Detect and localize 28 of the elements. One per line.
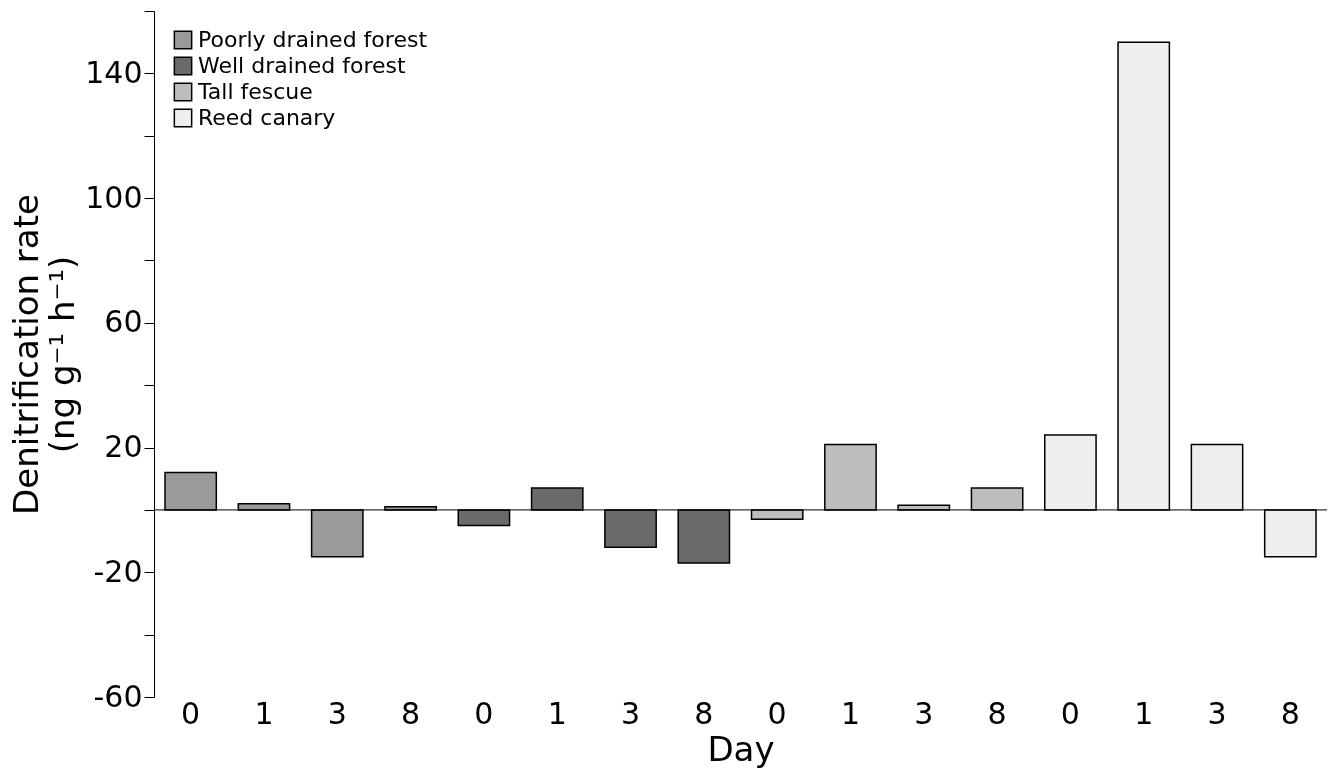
x-tick-label: 8 [1280,695,1300,731]
y-tick-label: 20 [104,429,143,465]
x-tick-label: 3 [914,695,934,731]
legend-label: Poorly drained forest [198,27,428,52]
y-tick-label: -20 [93,553,143,589]
x-tick-label: 3 [327,695,347,731]
x-tick-label: 3 [1207,695,1227,731]
x-tick-label: 1 [547,695,567,731]
x-tick-label: 8 [987,695,1007,731]
x-tick-label: 8 [401,695,421,731]
y-axis-title: Denitrification rate (ng g⁻¹ h⁻¹) [6,194,83,515]
legend-label: Reed canary [198,105,336,130]
x-tick-label: 0 [181,695,201,731]
x-tick-label: 3 [620,695,641,731]
y-tick-label: -60 [93,678,143,714]
legend-label: Well drained forest [198,53,407,78]
x-axis-title: Day [707,728,775,769]
x-tick-label: 0 [474,695,494,731]
x-tick-label: 0 [1060,695,1080,731]
x-tick-label: 8 [694,695,714,731]
y-tick-label: 60 [104,304,143,340]
x-tick-label: 1 [1134,695,1154,731]
x-tick-label: 1 [254,695,274,731]
x-tick-label: 1 [840,695,861,731]
x-tick-label: 0 [767,695,787,731]
y-tick-label: 140 [85,54,143,90]
legend-label: Tall fescue [197,79,313,104]
y-tick-label: 100 [85,179,143,215]
